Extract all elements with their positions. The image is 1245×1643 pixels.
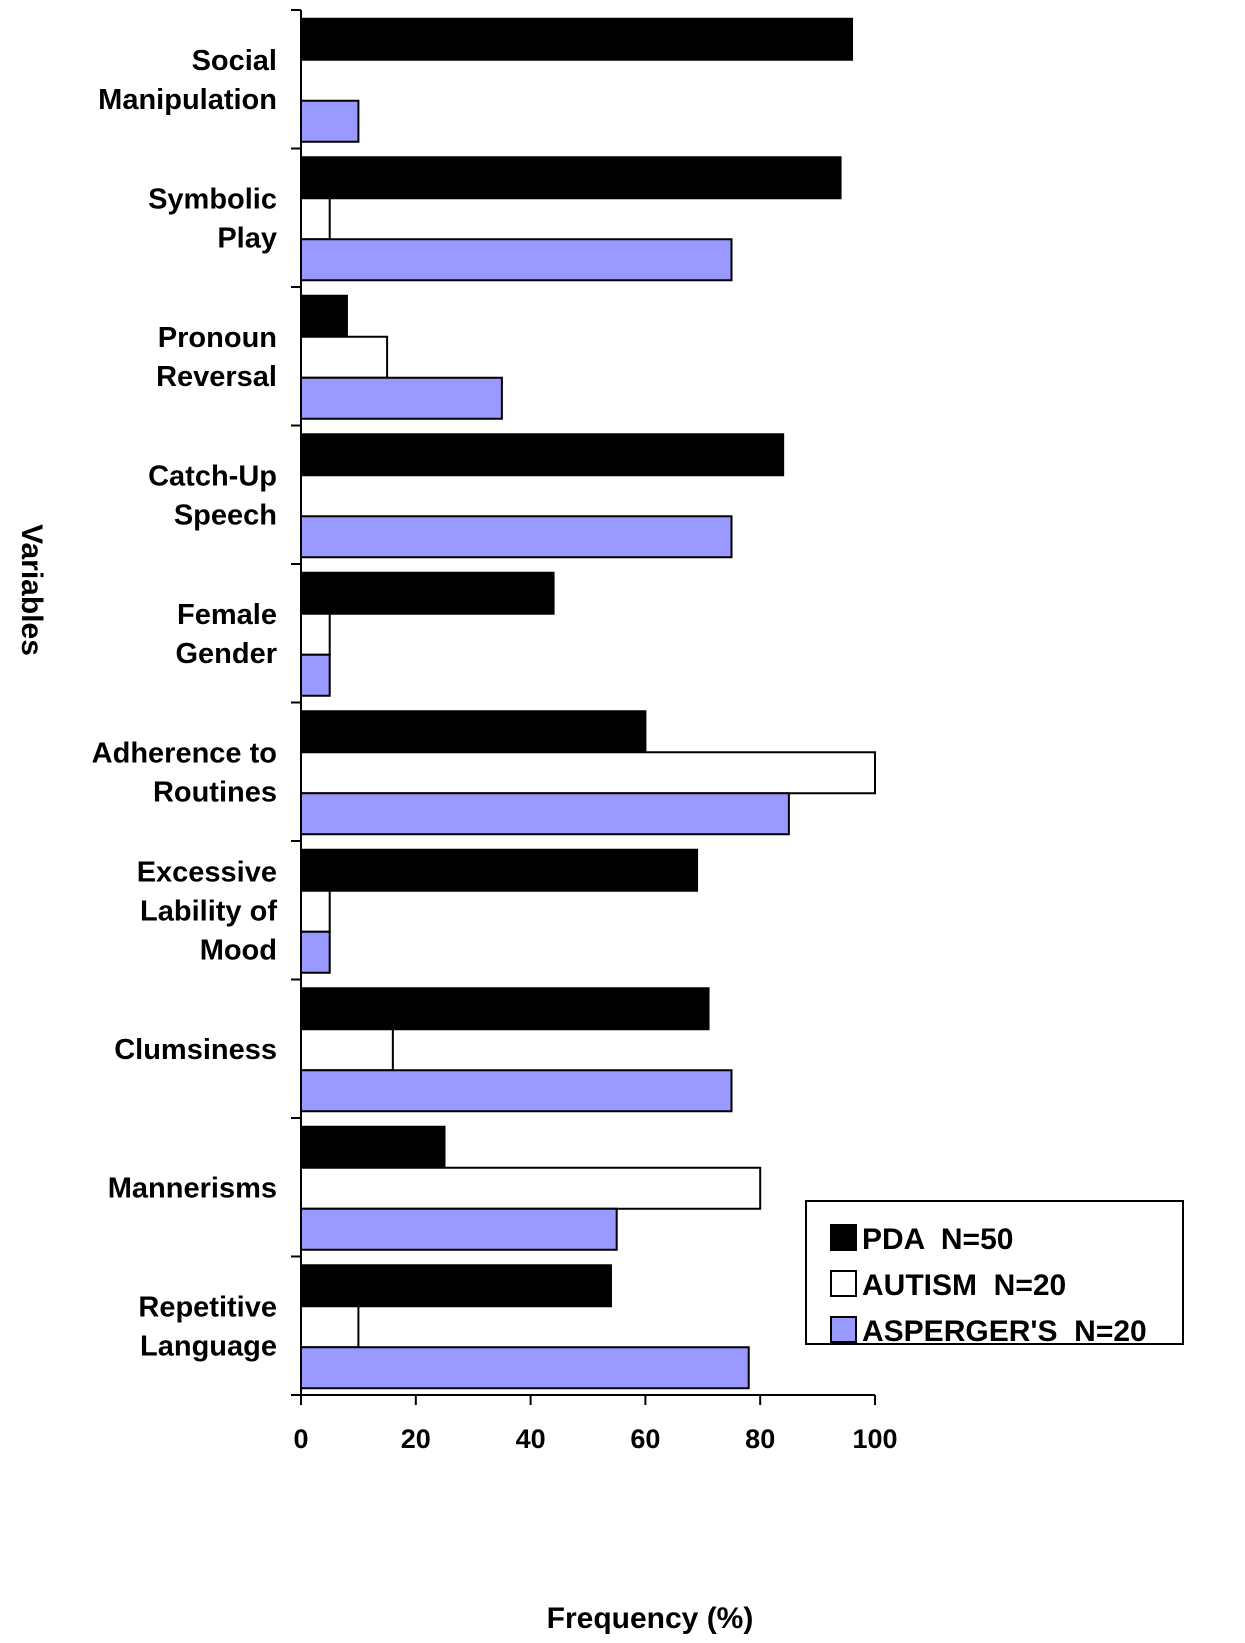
bar-aspergers-4: [300, 653, 331, 697]
x-tick-label-0: 0: [293, 1424, 308, 1454]
x-tick-label-2: 40: [516, 1424, 546, 1454]
category-label-6: Excessive Lability of Mood: [137, 856, 278, 966]
bar-autism-9: [300, 1305, 360, 1349]
category-label-2: Pronoun Reversal: [156, 322, 277, 393]
axes-layer: [291, 9, 876, 1405]
bar-pda-1: [300, 156, 842, 200]
bar-autism-2: [300, 335, 389, 379]
bar-autism-7: [300, 1028, 394, 1072]
bar-aspergers-6: [300, 930, 331, 974]
category-label-0: Social Manipulation: [98, 45, 277, 116]
labels-layer: 0 20 40 60 80 100 Social Manipulation Symbolic Pl…: [92, 45, 898, 1454]
x-tick-label-1: 20: [401, 1424, 431, 1454]
bar-pda-7: [300, 987, 710, 1031]
legend-swatch-1: [830, 1270, 857, 1297]
category-label-5: Adherence to Routines: [92, 737, 277, 808]
bar-autism-8: [300, 1166, 762, 1210]
x-tick-label-3: 60: [630, 1424, 660, 1454]
x-tick-label-5: 100: [852, 1424, 897, 1454]
legend-swatch-2: [830, 1316, 857, 1343]
bar-aspergers-2: [300, 376, 503, 420]
bar-aspergers-7: [300, 1069, 733, 1113]
bar-pda-5: [300, 710, 647, 754]
x-axis-title: Frequency (%): [547, 1602, 754, 1635]
bar-aspergers-0: [300, 99, 360, 143]
category-label-3: Catch-Up Speech: [148, 460, 277, 531]
category-label-8: Mannerisms: [108, 1172, 277, 1204]
y-axis-title: Variables: [15, 524, 48, 656]
bar-pda-8: [300, 1125, 446, 1169]
bar-pda-3: [300, 433, 785, 477]
bar-pda-4: [300, 571, 555, 615]
category-label-9: Repetitive Language: [138, 1291, 277, 1362]
bar-pda-0: [300, 17, 854, 61]
x-tick-label-4: 80: [745, 1424, 775, 1454]
category-label-1: Symbolic Play: [148, 183, 277, 254]
bar-pda-9: [300, 1264, 612, 1308]
category-label-7: Clumsiness: [114, 1034, 277, 1066]
bar-autism-4: [300, 612, 331, 656]
bar-pda-2: [300, 294, 348, 338]
legend-label-1: AUTISM N=20: [862, 1269, 1066, 1302]
bar-aspergers-1: [300, 238, 733, 282]
legend-label-2: ASPERGER'S N=20: [862, 1315, 1147, 1348]
bar-autism-1: [300, 197, 331, 241]
bars-layer: [300, 17, 876, 1390]
legend-swatch-0: [830, 1224, 857, 1251]
bar-aspergers-9: [300, 1346, 750, 1390]
bar-aspergers-8: [300, 1207, 618, 1251]
bar-autism-5: [300, 751, 876, 795]
bar-pda-6: [300, 848, 699, 892]
legend: PDA N=50 AUTISM N=20 ASPERGER'S N=20: [805, 1200, 1184, 1348]
bar-autism-6: [300, 889, 331, 933]
legend-box: [805, 1200, 1184, 1345]
bar-aspergers-3: [300, 515, 733, 559]
category-label-4: Female Gender: [175, 599, 277, 670]
bar-aspergers-5: [300, 792, 790, 836]
legend-label-0: PDA N=50: [862, 1223, 1013, 1256]
